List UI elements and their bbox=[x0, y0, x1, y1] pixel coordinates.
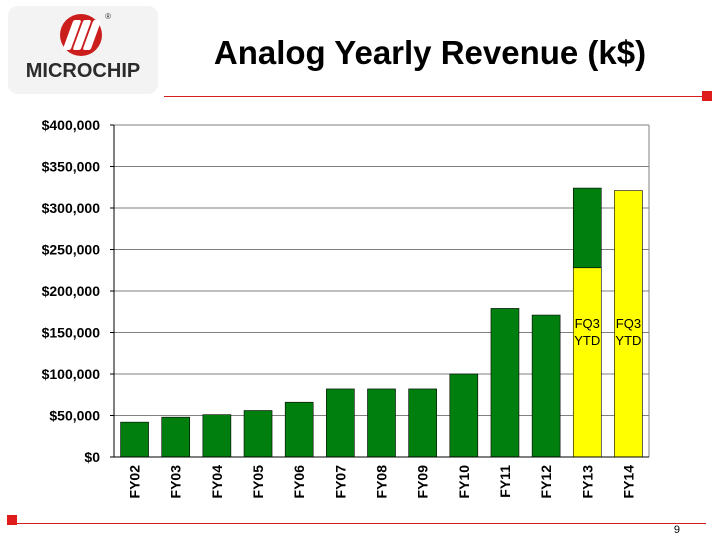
x-tick-label: FY08 bbox=[374, 465, 390, 499]
microchip-logo: ® MICROCHIP bbox=[8, 6, 158, 94]
bar-layer bbox=[120, 187, 643, 458]
bar-fy12-revenue bbox=[531, 314, 561, 458]
x-tick-label: FY11 bbox=[497, 465, 513, 498]
x-tick-label: FY09 bbox=[415, 465, 431, 499]
annotation-fy13-ytd: YTD bbox=[574, 333, 600, 348]
bar-fy07-revenue bbox=[326, 388, 355, 458]
bar-fy13-revenue bbox=[572, 187, 602, 269]
annotation-fy13-fq3: FQ3 bbox=[575, 316, 600, 331]
y-tick-label: $200,000 bbox=[42, 283, 101, 299]
annotation-fy14-fq3: FQ3 bbox=[616, 316, 641, 331]
y-tick-label: $350,000 bbox=[42, 159, 101, 175]
x-tick-label: FY07 bbox=[332, 465, 348, 499]
y-tick-label: $150,000 bbox=[42, 325, 101, 341]
x-tick-label: FY13 bbox=[579, 465, 595, 499]
logo-text: MICROCHIP bbox=[25, 60, 141, 82]
axis-layer bbox=[110, 124, 649, 458]
footer-accent-square bbox=[7, 515, 17, 525]
x-tick-label: FY04 bbox=[209, 465, 225, 499]
x-tick-label: FY03 bbox=[168, 465, 184, 499]
microchip-logo-mark-icon: ® bbox=[60, 12, 111, 56]
bar-fy06-revenue bbox=[284, 401, 314, 458]
x-tick-label: FY12 bbox=[538, 465, 554, 499]
header-accent-square bbox=[702, 91, 712, 101]
x-tick-label: FY06 bbox=[291, 465, 307, 499]
slide-title: Analog Yearly Revenue (k$) bbox=[213, 34, 647, 71]
page-number: 9 bbox=[673, 524, 680, 536]
y-tick-label: $250,000 bbox=[42, 242, 101, 258]
x-tick-label: FY14 bbox=[620, 465, 636, 499]
bar-fy02-revenue bbox=[120, 421, 149, 458]
y-tick-label: $400,000 bbox=[42, 117, 101, 133]
bar-fy04-revenue bbox=[202, 414, 232, 458]
footer-divider bbox=[16, 523, 706, 524]
x-tick-label: FY02 bbox=[127, 465, 143, 499]
header-divider bbox=[164, 96, 708, 97]
x-tick-label: FY10 bbox=[456, 465, 472, 499]
bar-fy10-revenue bbox=[449, 373, 479, 458]
y-tick-label: $50,000 bbox=[49, 408, 100, 424]
bar-fy11-revenue bbox=[490, 308, 520, 458]
bar-fy13-fq3-ytd bbox=[572, 267, 602, 458]
y-tick-label: $300,000 bbox=[42, 200, 101, 216]
bar-fy08-revenue bbox=[367, 388, 396, 458]
y-tick-label: $0 bbox=[84, 449, 100, 465]
bar-fy03-revenue bbox=[161, 416, 191, 458]
bar-fy09-revenue bbox=[408, 388, 437, 458]
annotation-fy14-ytd: YTD bbox=[615, 333, 641, 348]
label-layer: $0 $50,000 $100,000 $150,000 $200,000 $250,00… bbox=[42, 117, 642, 498]
y-tick-label: $100,000 bbox=[42, 366, 101, 382]
bar-fy14-fq3-ytd bbox=[614, 190, 643, 458]
x-tick-label: FY05 bbox=[250, 465, 266, 499]
bar-fy05-revenue bbox=[243, 410, 273, 458]
